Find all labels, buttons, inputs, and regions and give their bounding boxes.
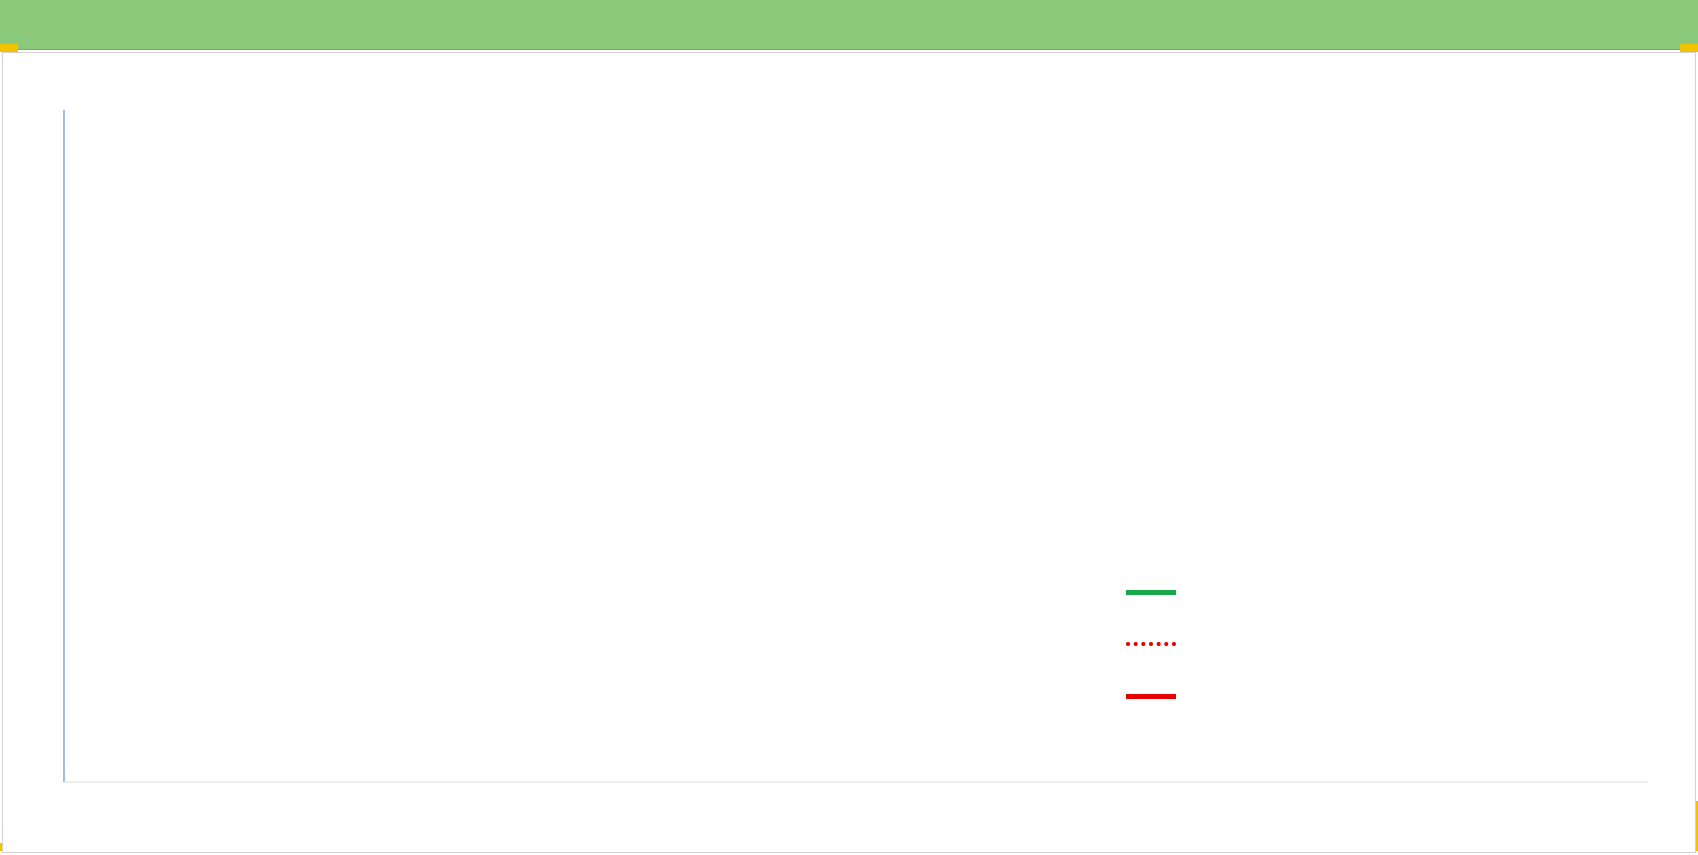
- legend-swatch-fvadam: [1126, 693, 1176, 699]
- legend-item-fvadam: [1126, 670, 1182, 722]
- chart-frame: [2, 52, 1696, 853]
- title-bar: [0, 0, 1698, 50]
- legend-swatch-performance: [1126, 642, 1176, 646]
- legend-swatch-regression: [1126, 589, 1176, 595]
- chart-legend: [1126, 566, 1182, 722]
- corner-marker: [0, 44, 18, 52]
- corner-marker: [1680, 44, 1698, 52]
- legend-item-performance: [1126, 618, 1182, 670]
- legend-item-regression: [1126, 566, 1182, 618]
